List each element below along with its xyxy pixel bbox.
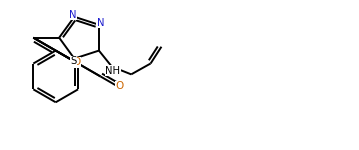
- Text: N: N: [97, 18, 104, 28]
- Text: O: O: [73, 57, 81, 67]
- Text: S: S: [70, 56, 77, 66]
- Text: N: N: [69, 10, 76, 20]
- Text: O: O: [115, 81, 123, 91]
- Text: NH: NH: [105, 66, 120, 76]
